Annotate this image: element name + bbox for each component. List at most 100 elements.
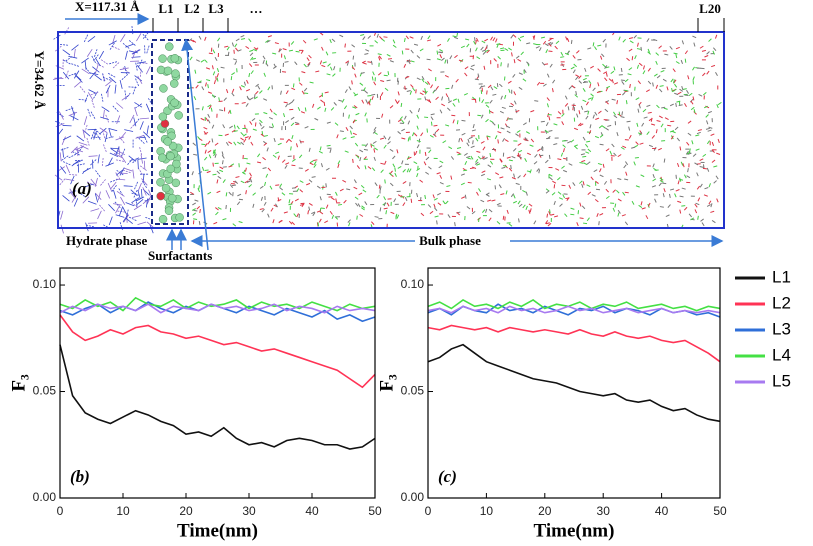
water-molecule [672, 79, 675, 84]
water-molecule [681, 85, 684, 91]
water-molecule [679, 88, 684, 92]
water-molecule [219, 109, 224, 112]
water-molecule [679, 177, 682, 182]
water-molecule [662, 182, 667, 185]
water-molecule [572, 182, 576, 186]
water-molecule [252, 192, 256, 196]
water-molecule [304, 126, 309, 129]
water-molecule [518, 218, 520, 223]
water-molecule [555, 168, 560, 171]
water-molecule [337, 203, 343, 206]
water-molecule [429, 210, 434, 215]
water-molecule [608, 78, 613, 82]
hydrate-bond [120, 196, 126, 206]
water-molecule [339, 188, 344, 192]
water-molecule [701, 49, 706, 52]
water-molecule [344, 150, 349, 153]
water-molecule [715, 72, 718, 76]
water-molecule [617, 178, 622, 181]
water-molecule [345, 127, 349, 132]
water-molecule [681, 187, 686, 190]
hydrate-bond [114, 201, 122, 209]
hydrate-bond [137, 159, 139, 169]
hydrate-bond [68, 72, 78, 77]
water-molecule [237, 141, 241, 145]
water-molecule [220, 66, 225, 69]
water-molecule [201, 166, 205, 171]
water-molecule [564, 103, 569, 107]
water-molecule [506, 156, 511, 159]
hydrate-bond [71, 150, 80, 156]
surfactant-atom [158, 54, 167, 63]
x-axis-label: Time(nm) [177, 520, 258, 541]
water-molecule [405, 76, 410, 79]
water-molecule [631, 146, 636, 149]
water-molecule [193, 209, 198, 212]
water-molecule [517, 58, 522, 62]
water-molecule [582, 222, 588, 225]
water-molecule [288, 220, 293, 225]
water-molecule [308, 147, 311, 152]
hydrate-bond [71, 63, 80, 68]
water-molecule [513, 91, 517, 96]
hydrate-bond [94, 169, 101, 178]
water-molecule [245, 103, 249, 107]
water-molecule [430, 84, 434, 89]
water-molecule [585, 115, 589, 120]
hydrate-bond [130, 121, 137, 129]
water-molecule [553, 123, 558, 126]
water-molecule [613, 115, 618, 119]
water-molecule [685, 150, 689, 155]
water-molecule [614, 203, 617, 208]
water-molecule [387, 141, 391, 145]
water-molecule [555, 40, 560, 45]
water-molecule [326, 73, 331, 76]
water-molecule [617, 209, 621, 214]
water-molecule [577, 122, 582, 127]
water-molecule [464, 160, 468, 166]
hydrate-bond [108, 61, 118, 65]
water-molecule [476, 56, 481, 60]
surfactant-atom [174, 111, 183, 120]
water-molecule [602, 163, 605, 168]
water-molecule [570, 66, 575, 70]
water-molecule [229, 184, 234, 189]
water-molecule [688, 213, 693, 218]
water-molecule [692, 96, 695, 101]
hydrate-bond [87, 92, 94, 101]
water-molecule [695, 134, 700, 137]
water-molecule [291, 134, 294, 140]
water-molecule [367, 100, 370, 105]
water-molecule [488, 217, 492, 222]
water-molecule [670, 135, 674, 140]
water-molecule [669, 103, 674, 107]
water-molecule [199, 208, 201, 214]
water-molecule [637, 80, 641, 85]
water-molecule [476, 191, 479, 196]
water-molecule [599, 168, 602, 173]
water-molecule [586, 217, 590, 222]
hydrate-bond [107, 72, 116, 78]
hydrate-bond [80, 144, 89, 150]
water-molecule [217, 175, 222, 179]
water-molecule [620, 67, 623, 73]
water-molecule [204, 59, 208, 63]
water-molecule [697, 197, 701, 202]
hydrate-bond [64, 56, 73, 62]
water-molecule [288, 203, 293, 206]
water-molecule [365, 143, 369, 148]
water-molecule [384, 87, 389, 92]
water-molecule [716, 104, 719, 109]
water-molecule [622, 38, 626, 43]
water-molecule [272, 154, 277, 158]
water-molecule [313, 161, 317, 165]
hydrate-bond [61, 136, 66, 146]
water-molecule [609, 150, 613, 155]
water-molecule [406, 168, 410, 173]
water-molecule [549, 176, 553, 181]
water-molecule [675, 189, 680, 192]
water-molecule [525, 191, 528, 196]
hydrate-bond [85, 222, 89, 232]
hydrate-bond [112, 203, 122, 206]
surfactant-atom [166, 151, 175, 161]
